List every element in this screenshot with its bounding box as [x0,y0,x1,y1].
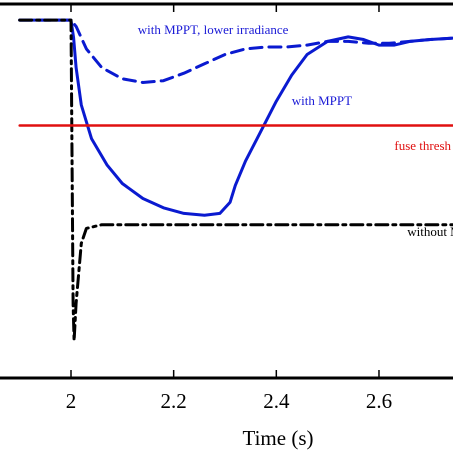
x-ticks: 2 2.2 2.4 2.6 [66,4,392,413]
annotations: with MPPT, lower irradiance with MPPT fuse… [138,22,453,239]
annotation-without-mppt: without M [407,224,453,239]
x-tick-label: 2.4 [263,389,290,413]
series-without-mppt-line [18,18,453,343]
x-tick-label: 2 [66,389,77,413]
x-axis-title: Time (s) [243,426,314,450]
plot-area: 2 2.2 2.4 2.6 [0,2,453,413]
annotation-with-mppt-lower-irradiance: with MPPT, lower irradiance [138,22,289,37]
annotation-with-mppt: with MPPT [292,93,352,108]
series-with-mppt-line [18,18,453,217]
x-tick-label: 2.2 [161,389,187,413]
annotation-fuse-threshold: fuse thresh [394,138,451,153]
plot-frame [0,2,453,380]
series-with-mppt-lower-irradiance-line [18,18,453,84]
x-tick-label: 2.6 [366,389,392,413]
series-layer [18,18,453,343]
